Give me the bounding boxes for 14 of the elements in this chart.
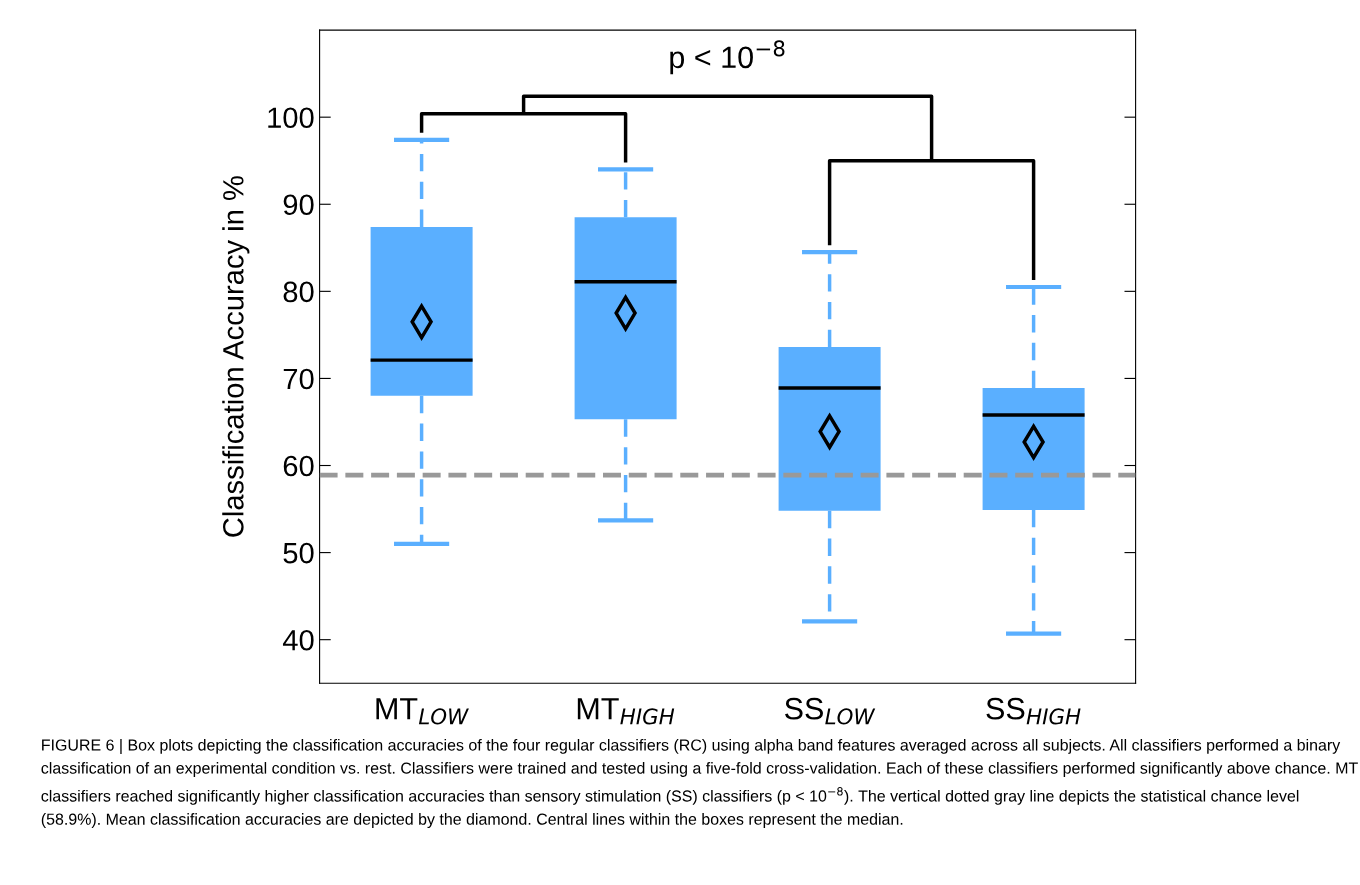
y-tick-label: 50 — [283, 542, 314, 564]
y-tick-label: 80 — [283, 281, 314, 303]
caption: FIGURE 6 | Box plots depicting the classification accuracies of the four regular classifiers (RC) using alpha band features averaged across all subjects. All classifiers performed a binary classification of an experimental condition vs. rest. Classifiers were trained and tested using a five-fold cross-validation. Each of these classifiers performed significantly above chance. MT classifiers reached significantly higher classification accuracies than sensory stimulation (SS) classifiers (p < 10$^{−8}$). The vertical dotted gray line depicts the statistical chance level (58.9%). Mean classification accuracies are depicted by the diamond. Central lines within the boxes represent the median. — [41, 738, 1358, 828]
x-tick-label: SS$_{HIGH}$ — [986, 697, 1081, 725]
y-tick-label: 90 — [283, 194, 314, 216]
x-tick-label: SS$_{LOW}$ — [785, 697, 876, 725]
y-tick-label: 60 — [283, 455, 314, 477]
y-axis-title: Classification Accuracy in % — [222, 176, 250, 537]
x-tick-label: MT$_{LOW}$ — [376, 698, 469, 725]
x-tick-label: MT$_{HIGH}$ — [577, 698, 675, 725]
annotation: p < 10$^{−8}$ — [670, 40, 785, 75]
y-tick-label: 70 — [283, 368, 314, 390]
y-tick-label: 100 — [268, 107, 314, 129]
y-tick-label: 40 — [282, 629, 314, 651]
